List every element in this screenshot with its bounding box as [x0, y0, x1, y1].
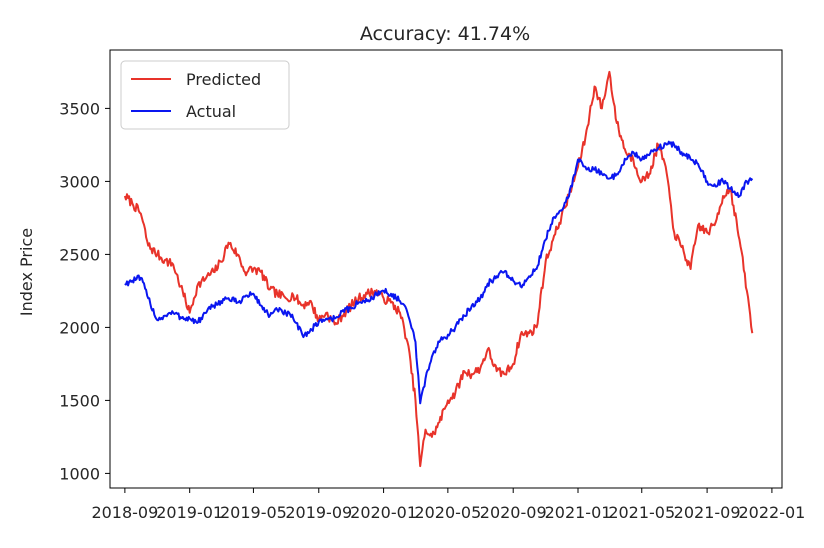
y-axis-label: Index Price [17, 228, 36, 316]
x-tick-label: 2021-05 [608, 503, 675, 522]
legend: Predicted Actual [120, 60, 290, 130]
series-line-predicted [123, 70, 754, 468]
y-tick-label: 3500 [59, 99, 100, 118]
x-tick-label: 2019-01 [156, 503, 223, 522]
y-tick-label: 1500 [59, 391, 100, 410]
x-tick-label: 2018-09 [91, 503, 158, 522]
y-tick-label: 2500 [59, 245, 100, 264]
x-tick-label: 2020-05 [414, 503, 481, 522]
legend-label-actual: Actual [186, 102, 236, 121]
plot-area [109, 49, 783, 489]
x-tick-label: 2021-01 [545, 503, 612, 522]
y-tick-label: 3000 [59, 172, 100, 191]
x-tick-label: 2021-09 [674, 503, 741, 522]
plot-frame [109, 49, 783, 489]
legend-label-predicted: Predicted [186, 70, 261, 89]
y-tick-label: 1000 [59, 464, 100, 483]
x-tick-label: 2020-01 [350, 503, 417, 522]
x-tick-label: 2019-09 [285, 503, 352, 522]
series-line-actual [124, 140, 754, 405]
x-tick-label: 2020-09 [480, 503, 547, 522]
x-tick-label: 2022-01 [738, 503, 805, 522]
x-tick-label: 2019-05 [220, 503, 287, 522]
chart-title: Accuracy: 41.74% [360, 23, 530, 45]
y-tick-label: 2000 [59, 318, 100, 337]
series-layer [123, 70, 754, 468]
x-axis: 2018-092019-012019-052019-092020-012020-… [91, 488, 805, 522]
y-axis: 1000 1500 2000 2500 3000 3500 [59, 99, 110, 483]
